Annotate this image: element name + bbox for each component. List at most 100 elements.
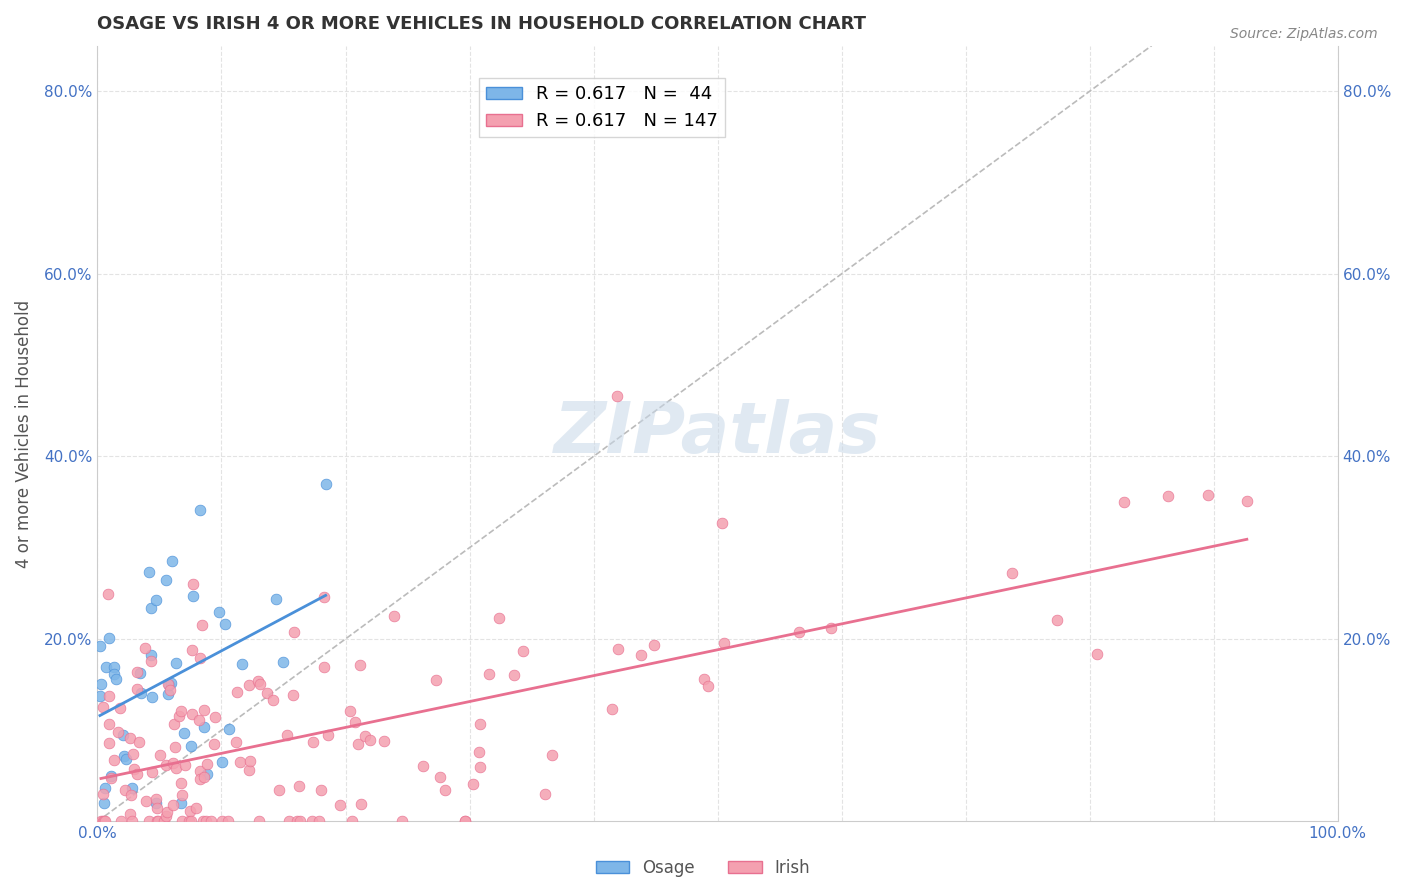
Point (155, 809, 177, 823)
Point (454, 814, 477, 829)
Point (177, 814, 200, 829)
Point (184, 801, 207, 815)
Point (156, 677, 179, 691)
Point (125, 767, 148, 781)
Point (179, 804, 201, 818)
Point (340, 814, 363, 829)
Point (93, 814, 115, 829)
Point (188, 502, 211, 516)
Point (267, 782, 290, 797)
Point (103, 667, 125, 681)
Point (256, 686, 278, 700)
Point (1045, 613, 1067, 627)
Point (188, 764, 211, 778)
Point (128, 735, 150, 749)
Point (145, 593, 167, 607)
Point (1236, 493, 1258, 508)
Point (600, 702, 623, 716)
Point (820, 621, 842, 635)
Point (1197, 488, 1219, 502)
Point (1001, 566, 1024, 580)
Point (211, 756, 233, 770)
Point (100, 771, 122, 785)
Point (97, 587, 120, 601)
Point (159, 683, 181, 698)
Point (93, 814, 115, 829)
Point (789, 625, 811, 640)
Point (128, 665, 150, 680)
Point (468, 746, 491, 760)
Point (91, 814, 114, 829)
Point (1087, 647, 1109, 661)
Point (264, 591, 287, 606)
Point (181, 576, 204, 591)
Point (697, 679, 720, 693)
Point (162, 756, 184, 771)
Point (159, 676, 181, 690)
Point (202, 738, 225, 752)
Point (89, 690, 111, 704)
Point (231, 657, 253, 671)
Point (238, 763, 260, 777)
Point (121, 780, 143, 795)
Point (120, 788, 142, 802)
Point (533, 787, 555, 801)
Point (239, 755, 262, 769)
Point (191, 618, 214, 632)
Point (391, 814, 413, 829)
Point (278, 814, 301, 829)
Point (350, 797, 373, 812)
Point (309, 783, 332, 797)
Point (139, 655, 162, 669)
Point (93, 796, 115, 810)
Point (302, 735, 325, 749)
Point (285, 814, 308, 829)
Point (346, 738, 368, 752)
Point (146, 801, 169, 815)
Point (100, 769, 122, 783)
Point (246, 673, 269, 688)
Point (121, 747, 143, 761)
Point (273, 655, 295, 669)
Point (630, 648, 652, 663)
Point (191, 814, 214, 829)
Point (160, 553, 183, 567)
Point (157, 678, 180, 692)
Point (129, 686, 152, 700)
Point (218, 722, 240, 736)
Point (193, 770, 215, 784)
Point (138, 565, 160, 579)
Point (276, 728, 298, 742)
Text: ZIPatlas: ZIPatlas (554, 399, 882, 468)
Point (412, 759, 434, 773)
Point (359, 733, 381, 747)
Point (512, 644, 534, 658)
Point (145, 792, 167, 806)
Point (288, 779, 311, 793)
Point (127, 665, 149, 680)
Point (156, 805, 179, 820)
Point (329, 797, 352, 812)
Point (93, 780, 115, 795)
Point (96, 659, 118, 673)
Point (90, 814, 112, 829)
Text: Source: ZipAtlas.com: Source: ZipAtlas.com (1230, 27, 1378, 41)
Point (90, 677, 112, 691)
Point (162, 798, 184, 813)
Point (188, 651, 211, 665)
Point (173, 726, 195, 740)
Point (478, 667, 501, 681)
Point (155, 757, 177, 772)
Point (463, 777, 485, 791)
Point (247, 814, 270, 828)
Point (180, 814, 202, 829)
Point (97, 631, 120, 645)
Point (163, 717, 186, 731)
Point (188, 772, 211, 786)
Point (172, 814, 194, 829)
Point (127, 681, 149, 696)
Point (316, 728, 339, 742)
Point (711, 516, 734, 531)
Point (229, 755, 252, 769)
Point (468, 717, 491, 731)
